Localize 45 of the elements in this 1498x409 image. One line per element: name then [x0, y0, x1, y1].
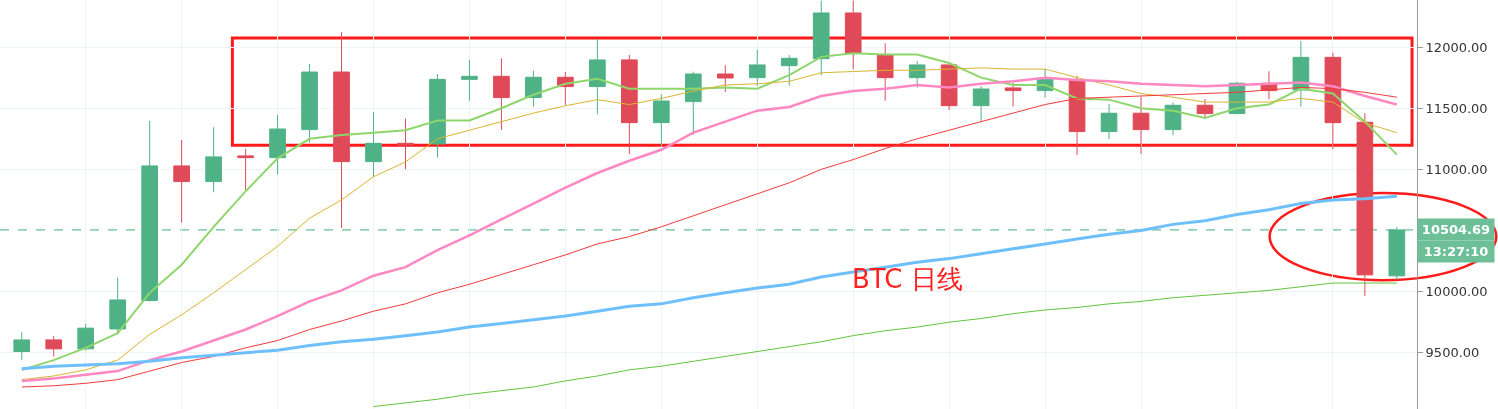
- candlestick: [77, 323, 95, 352]
- candlestick: [1068, 75, 1086, 156]
- candlestick: [45, 335, 63, 358]
- candlestick: [493, 57, 510, 131]
- candlestick: [812, 0, 830, 76]
- candlestick: [109, 277, 127, 334]
- candlestick: [716, 64, 734, 93]
- candlestick: [1356, 112, 1374, 297]
- candlestick: [205, 126, 222, 193]
- y-tick-label: 9500.00: [1425, 345, 1480, 361]
- y-tick-label: 10000.00: [1425, 284, 1488, 300]
- candlestick: [876, 42, 894, 102]
- y-tick-label: 11500.00: [1425, 100, 1488, 116]
- candlestick: [621, 54, 638, 155]
- candlestick: [1100, 103, 1118, 140]
- candlestick: [589, 38, 606, 115]
- candlestick: [141, 120, 158, 303]
- candlestick: [237, 148, 254, 191]
- candlestick: [1132, 96, 1150, 155]
- candlestick: [1324, 52, 1342, 150]
- candlestick: [301, 63, 318, 144]
- candlestick: [972, 85, 990, 123]
- candlestick: [844, 0, 862, 70]
- candlestick: [173, 139, 190, 224]
- line-series: [20, 194, 1399, 371]
- candlestick: [397, 118, 414, 170]
- candlestick: [525, 70, 542, 108]
- annotation: BTC 日线: [852, 264, 963, 294]
- candlestick: [653, 93, 670, 148]
- candlestick: [1196, 98, 1214, 118]
- candlestick: [780, 54, 798, 87]
- candlestick: [13, 331, 31, 361]
- candlestick: [269, 114, 286, 175]
- candlestick: [461, 59, 478, 102]
- candlestick: [1388, 226, 1406, 281]
- candlestick: [908, 60, 926, 89]
- candlestick: [748, 49, 766, 87]
- candlestick: [333, 31, 350, 229]
- text: 13:27:10: [1423, 244, 1489, 259]
- y-tick-label: 12000.00: [1425, 39, 1488, 55]
- ref-line-label: 10504.69: [1421, 222, 1491, 237]
- candlestick: [1004, 82, 1022, 108]
- candlestick: [365, 111, 382, 178]
- y-tick-label: 11000.00: [1425, 161, 1488, 177]
- candlestick: [429, 73, 446, 159]
